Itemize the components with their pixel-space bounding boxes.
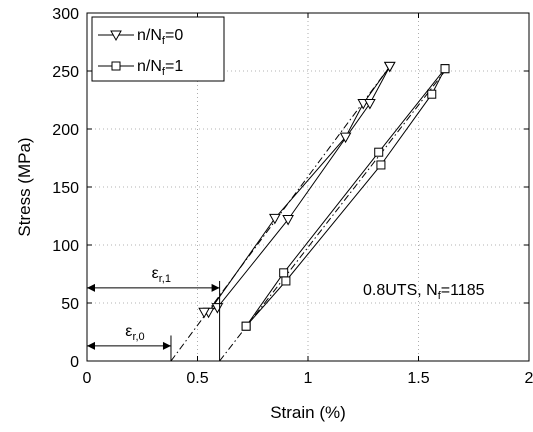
x-tick-label: 2 xyxy=(525,370,533,387)
legend: n/Nf=0 n/Nf=1 xyxy=(91,16,225,82)
y-tick-label: 250 xyxy=(52,64,79,81)
eps-r0-label: εr,0 xyxy=(125,323,144,343)
test-condition-annotation: 0.8UTS, Nf=1185 xyxy=(363,282,485,302)
series-1-point xyxy=(374,147,384,157)
series-0-point xyxy=(198,307,210,319)
legend-entry-1: n/Nf=1 xyxy=(137,58,183,78)
series-1-point xyxy=(376,160,386,170)
grid xyxy=(87,13,529,361)
series-0-point xyxy=(339,132,352,144)
x-tick-label: 0.5 xyxy=(186,370,208,387)
series-1-point xyxy=(427,89,437,99)
y-tick-label: 50 xyxy=(61,296,79,313)
series-0-point xyxy=(383,61,396,73)
x-tick-label: 1.5 xyxy=(407,370,429,387)
x-tick-label: 1 xyxy=(304,370,313,387)
annotation-layer: εr,1 εr,0 0.8UTS, Nf=1185 xyxy=(87,265,485,361)
x-tick-label: 0 xyxy=(83,370,92,387)
legend-entry-0: n/Nf=0 xyxy=(137,27,183,47)
series-1-point xyxy=(281,276,291,286)
eps-r0-arrow-head-right xyxy=(162,341,171,350)
y-tick-label: 300 xyxy=(52,6,79,23)
legend-marker xyxy=(110,30,122,42)
eps-r1-arrow-head-left xyxy=(87,283,95,292)
series-1-point xyxy=(440,64,450,74)
legend-marker xyxy=(111,61,121,71)
series-1-loading-line xyxy=(245,68,446,327)
eps-r1-label: εr,1 xyxy=(152,265,171,285)
y-tick-label: 200 xyxy=(52,122,79,139)
series-1-point xyxy=(279,268,289,278)
y-tick-label: 150 xyxy=(52,180,79,197)
eps-r0-arrow-head-left xyxy=(87,341,95,350)
series-1-point xyxy=(241,321,251,331)
marker-layer xyxy=(198,61,450,331)
y-tick-label: 0 xyxy=(70,354,79,371)
series-0-point xyxy=(282,214,294,226)
y-tick-label: 100 xyxy=(52,238,79,255)
series-0-point xyxy=(364,98,376,110)
x-axis-title: Strain (%) xyxy=(270,403,346,422)
series-1-fit-line xyxy=(219,70,446,362)
series-0-point xyxy=(269,213,281,225)
ticks: 0 0.5 1 1.5 2 0 50 100 150 200 250 300 xyxy=(52,6,533,387)
eps-r1-arrow-head-right xyxy=(211,283,220,292)
y-axis-title: Stress (MPa) xyxy=(15,137,34,236)
